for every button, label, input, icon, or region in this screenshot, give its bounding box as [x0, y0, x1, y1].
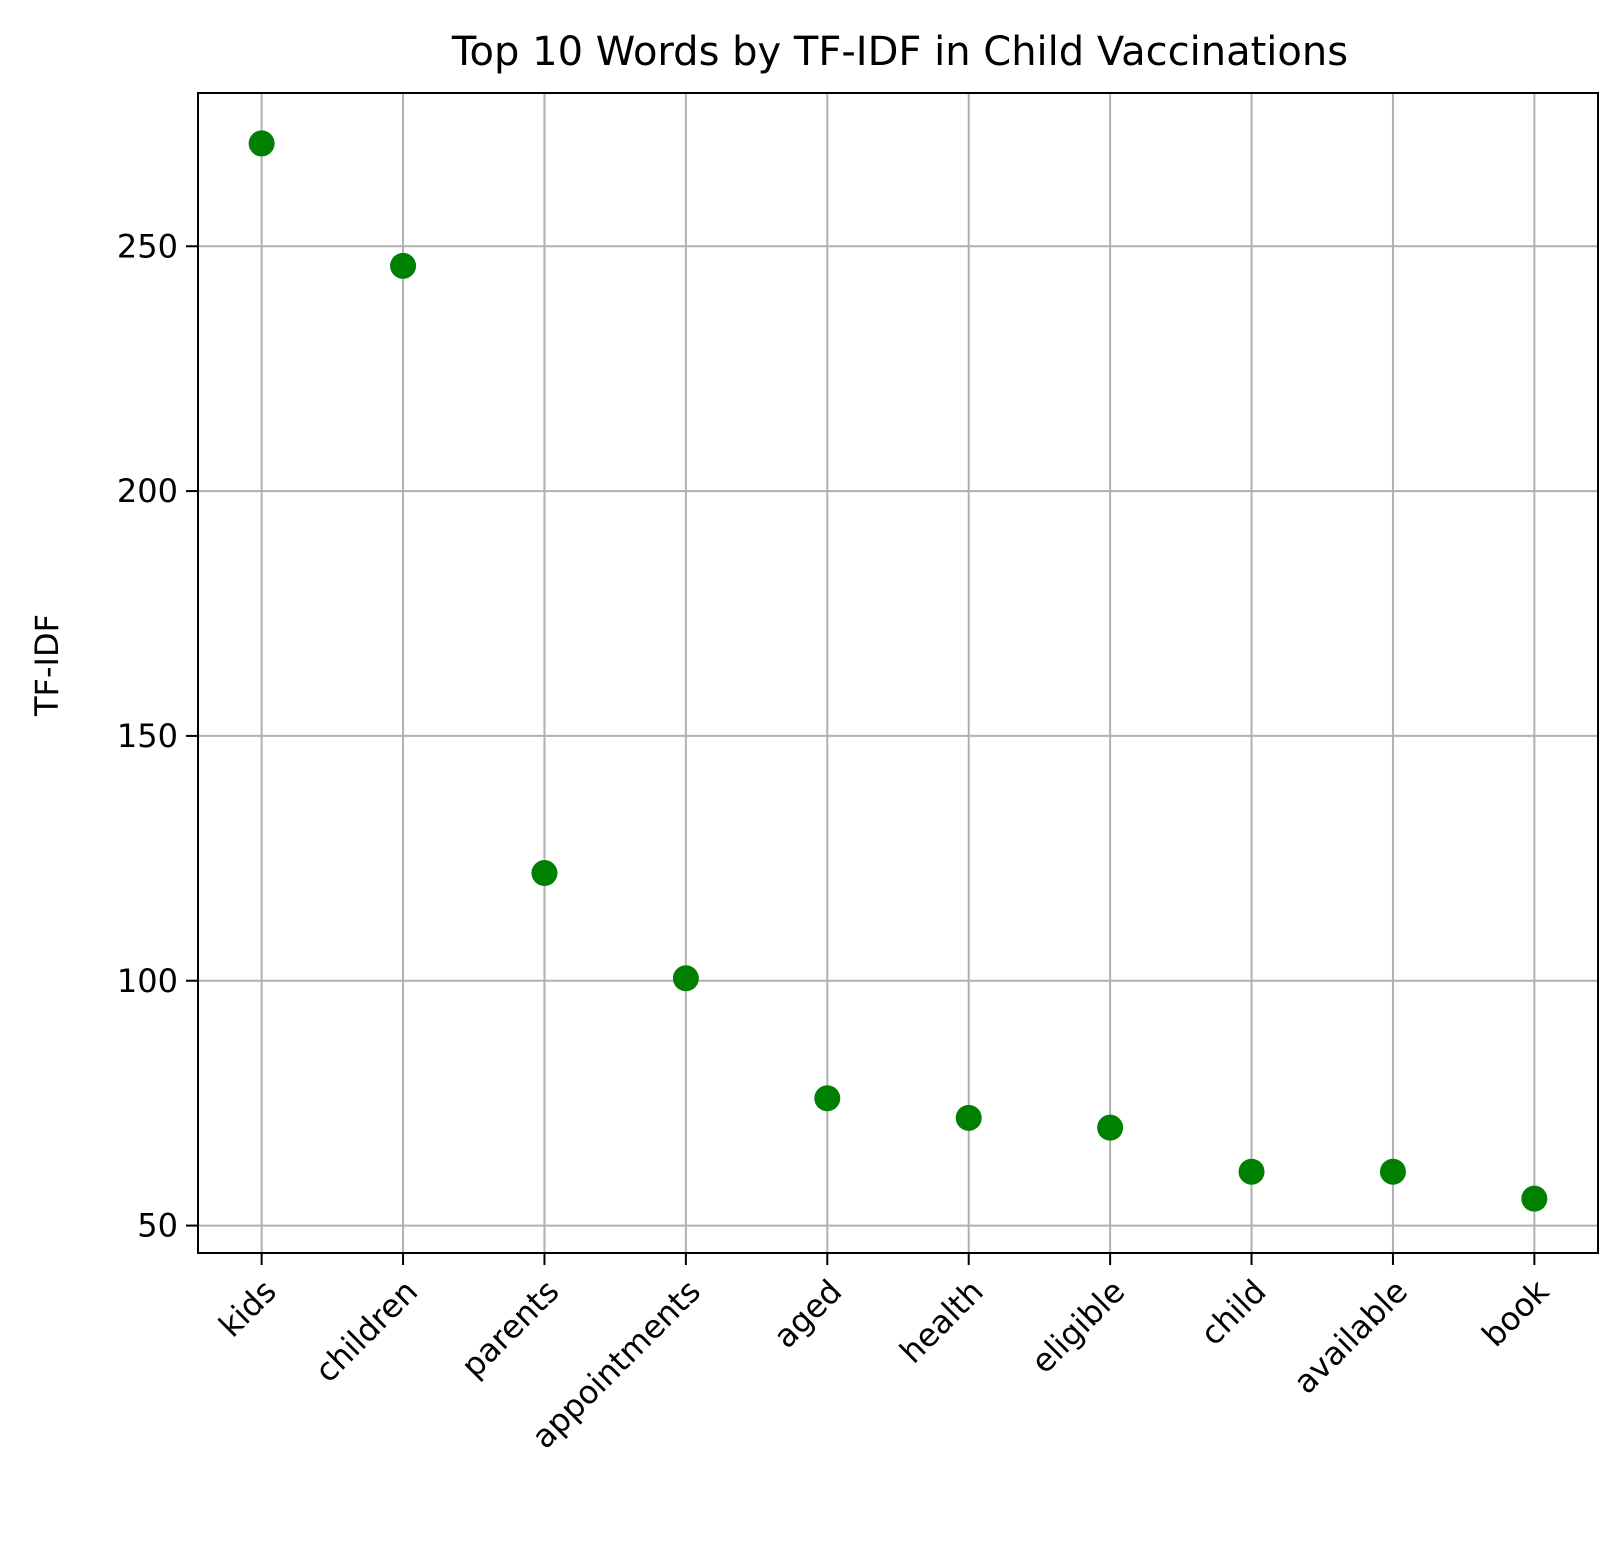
data-point-book: [1521, 1185, 1548, 1212]
y-tick-label: 250: [117, 227, 178, 265]
y-axis-label: TF-IDF: [28, 614, 66, 717]
data-point-eligible: [1097, 1114, 1124, 1141]
data-point-appointments: [672, 965, 699, 992]
data-point-available: [1379, 1158, 1406, 1185]
y-tick-label: 50: [137, 1207, 178, 1245]
data-points: [248, 130, 1548, 1212]
data-point-children: [390, 252, 417, 279]
axis-ticks: [186, 245, 1536, 1265]
chart-title: Top 10 Words by TF-IDF in Child Vaccinat…: [451, 29, 1348, 75]
data-point-aged: [814, 1085, 841, 1112]
y-tick-label: 100: [117, 962, 178, 1000]
data-point-health: [955, 1104, 982, 1131]
grid-lines: [198, 93, 1598, 1253]
data-point-child: [1238, 1158, 1265, 1185]
y-tick-label: 200: [117, 472, 178, 510]
y-tick-label: 150: [117, 717, 178, 755]
plot-frame: [197, 92, 1599, 1254]
data-point-parents: [531, 860, 558, 887]
data-point-kids: [248, 130, 275, 157]
